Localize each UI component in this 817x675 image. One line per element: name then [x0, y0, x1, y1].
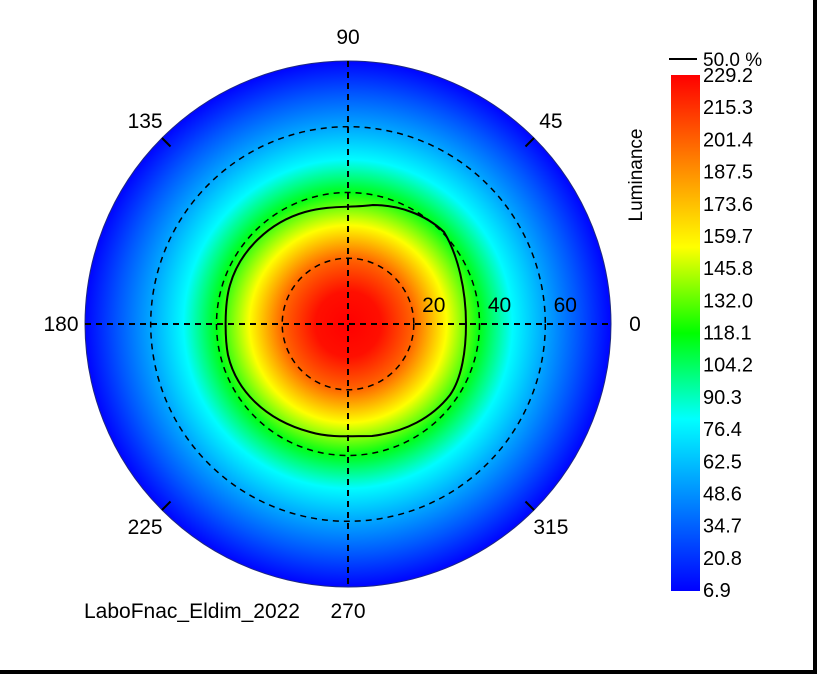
- radius-ring-20: [281, 257, 415, 391]
- azimuth-labels: 0 45 90 135 180 225 270 315: [43, 26, 640, 623]
- colorbar-tick-label: 118.1: [703, 323, 752, 345]
- radius-ring-40: [215, 191, 481, 457]
- azimuth-label-225: 225: [128, 516, 163, 539]
- colorbar-tick-label: 104.2: [703, 355, 753, 377]
- azimuth-tick-315: [524, 500, 535, 511]
- colorbar-tick-label: 145.8: [703, 258, 753, 280]
- chart-caption: LaboFnac_Eldim_2022: [84, 600, 300, 623]
- colorbar-tick-label: 132.0: [703, 290, 753, 312]
- colorbar-tick-label: 187.5: [703, 162, 753, 184]
- azimuth-label-270: 270: [330, 600, 365, 623]
- colorbar-tick-label: 6.9: [703, 580, 731, 602]
- contour-50-percent: [224, 203, 468, 438]
- azimuth-label-0: 0: [629, 313, 641, 336]
- colorbar-tick-label: 48.6: [703, 483, 742, 505]
- azimuth-label-90: 90: [336, 26, 359, 49]
- colorbar-tick-labels: 229.2 215.3 201.4 187.5 173.6 159.7 145.8 132.0…: [703, 65, 753, 602]
- colorbar-tick-label: 90.3: [703, 387, 742, 409]
- colorbar-gradient: [671, 75, 700, 591]
- colorbar-tick-label: 62.5: [703, 451, 742, 473]
- azimuth-tick-225: [161, 500, 172, 511]
- colorbar-tick-label: 34.7: [703, 516, 742, 538]
- azimuth-label-315: 315: [533, 516, 568, 539]
- colorbar-tick-label: 20.8: [703, 548, 742, 570]
- contour-legend-label: 50.0 %: [703, 50, 762, 71]
- radius-ring-60: [149, 125, 547, 523]
- colorbar-tick-label: 173.6: [703, 194, 753, 216]
- polar-plot: [84, 60, 612, 588]
- azimuth-tick-45: [524, 137, 535, 148]
- azimuth-label-135: 135: [128, 110, 163, 133]
- azimuth-label-45: 45: [539, 110, 562, 133]
- colorbar-tick-label: 159.7: [703, 226, 753, 248]
- colorbar-tick-label: 215.3: [703, 97, 753, 119]
- luminance-heatmap-disc: [85, 61, 611, 587]
- radius-labels: 20 40 60: [422, 294, 577, 317]
- azimuth-ticks: [161, 137, 535, 511]
- azimuth-tick-135: [161, 137, 172, 148]
- radius-label-40: 40: [488, 294, 511, 317]
- colorbar-axis-label: Luminance: [626, 129, 647, 222]
- colorbar: 229.2 215.3 201.4 187.5 173.6 159.7 145.8 132.0…: [626, 50, 762, 602]
- colorbar-tick-label: 229.2: [703, 65, 753, 87]
- azimuth-label-180: 180: [43, 313, 78, 336]
- colorbar-tick-label: 76.4: [703, 419, 742, 441]
- colorbar-tick-label: 201.4: [703, 129, 753, 151]
- radius-label-20: 20: [422, 294, 445, 317]
- radius-label-60: 60: [554, 294, 577, 317]
